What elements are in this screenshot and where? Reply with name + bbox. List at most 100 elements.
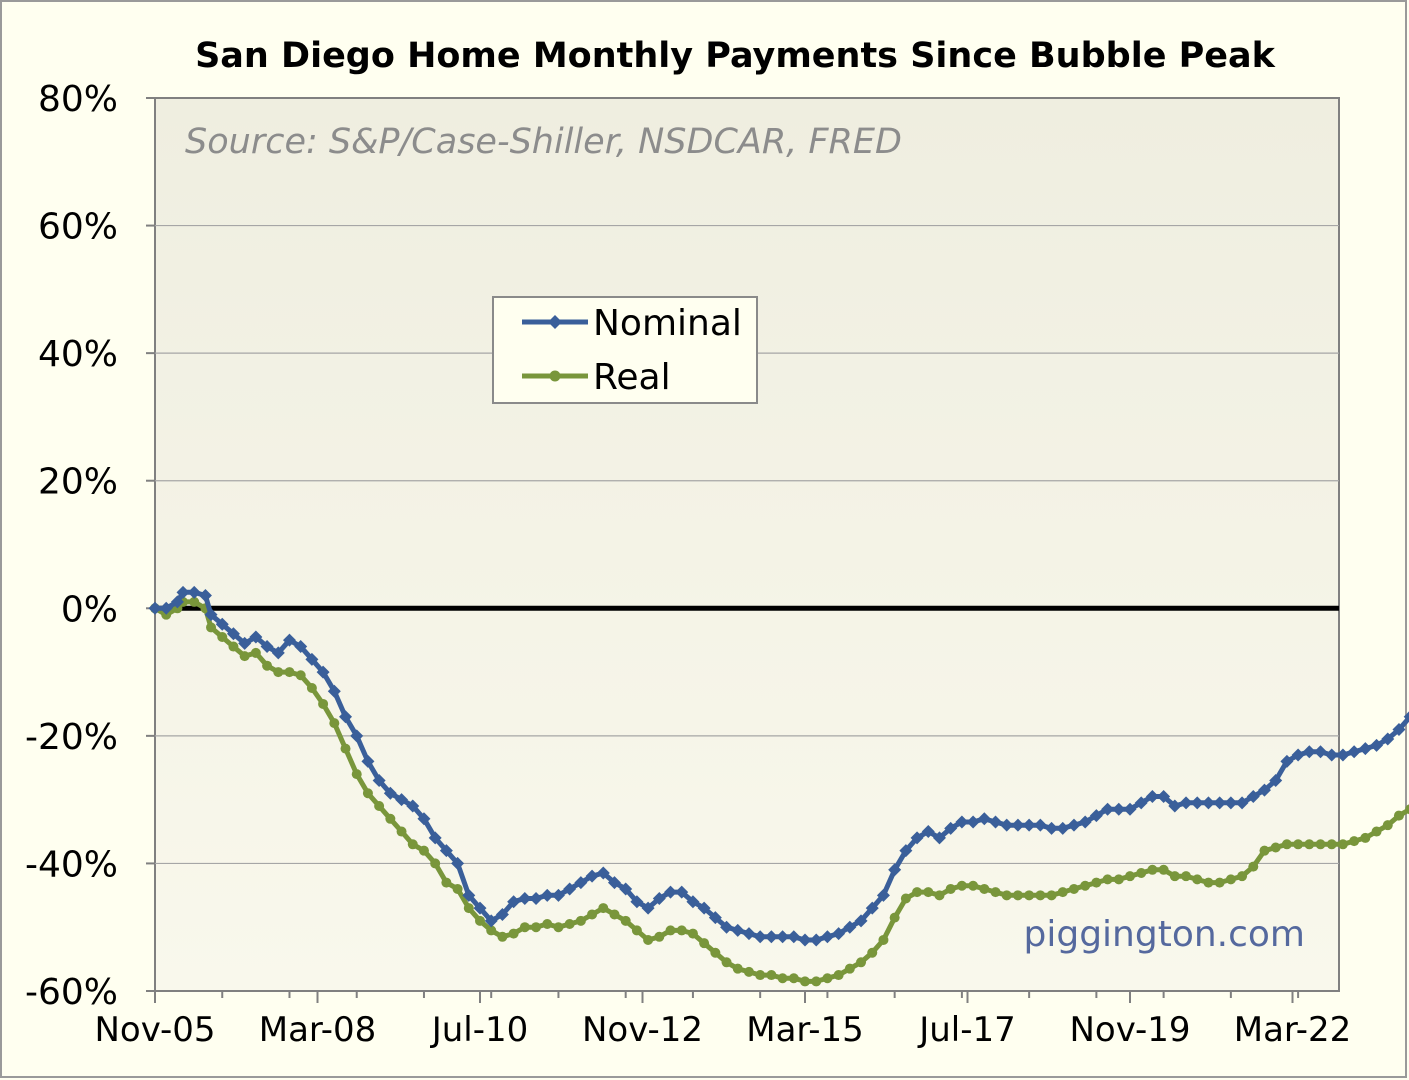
data-point-real <box>1315 839 1326 850</box>
data-point-real <box>710 947 721 958</box>
data-point-real <box>396 826 407 837</box>
data-point-nominal <box>473 901 487 915</box>
data-point-real <box>418 845 429 856</box>
data-point-nominal <box>484 914 498 928</box>
data-point-nominal <box>641 901 655 915</box>
data-point-nominal <box>406 799 420 813</box>
data-point-real <box>1169 871 1180 882</box>
data-point-nominal <box>820 930 834 944</box>
data-point-real <box>643 934 654 945</box>
data-point-nominal <box>753 930 767 944</box>
data-point-nominal <box>720 920 734 934</box>
data-point-nominal <box>238 636 252 650</box>
data-point-real <box>1012 890 1023 901</box>
data-point-nominal <box>832 927 846 941</box>
data-point-real <box>385 813 396 824</box>
data-point-nominal <box>1033 818 1047 832</box>
data-point-real <box>340 743 351 754</box>
data-point-real <box>598 903 609 914</box>
data-point-nominal <box>764 930 778 944</box>
data-point-nominal <box>215 617 229 631</box>
data-point-real <box>228 641 239 652</box>
y-tick-label: -60% <box>25 972 118 1013</box>
data-point-nominal <box>1089 809 1103 823</box>
data-point-nominal <box>170 595 184 609</box>
data-point-real <box>687 928 698 939</box>
data-point-nominal <box>551 888 565 902</box>
data-point-real <box>1068 883 1079 894</box>
data-point-nominal <box>899 844 913 858</box>
data-point-real <box>956 880 967 891</box>
data-point-nominal <box>1336 748 1350 762</box>
data-point-nominal <box>1201 796 1215 810</box>
data-point-nominal <box>439 844 453 858</box>
data-point-nominal <box>619 882 633 896</box>
data-point-nominal <box>843 920 857 934</box>
data-point-real <box>1080 880 1091 891</box>
data-point-nominal <box>865 901 879 915</box>
data-point-real <box>1259 845 1270 856</box>
data-point-real <box>1393 810 1404 821</box>
data-point-nominal <box>664 885 678 899</box>
data-point-real <box>665 925 676 936</box>
data-point-real <box>1237 871 1248 882</box>
data-point-nominal <box>1067 818 1081 832</box>
data-point-real <box>1102 874 1113 885</box>
data-point-nominal <box>1190 796 1204 810</box>
data-point-nominal <box>1314 745 1328 759</box>
data-point-nominal <box>282 633 296 647</box>
data-point-nominal <box>395 793 409 807</box>
data-point-nominal <box>507 895 521 909</box>
data-point-nominal <box>1179 796 1193 810</box>
data-point-nominal <box>350 729 364 743</box>
data-point-nominal <box>305 652 319 666</box>
data-point-real <box>732 963 743 974</box>
data-point-real <box>564 919 575 930</box>
data-point-real <box>844 963 855 974</box>
data-point-nominal <box>955 815 969 829</box>
data-point-nominal <box>888 863 902 877</box>
y-tick-label: 40% <box>38 334 118 375</box>
data-point-real <box>508 928 519 939</box>
data-point-nominal <box>339 710 353 724</box>
data-point-real <box>654 931 665 942</box>
data-point-nominal <box>204 608 218 622</box>
data-point-real <box>1405 804 1409 815</box>
data-point-real <box>755 970 766 981</box>
data-point-nominal <box>383 786 397 800</box>
y-tick-label: 60% <box>38 207 118 248</box>
data-point-real <box>900 893 911 904</box>
data-point-real <box>374 801 385 812</box>
data-point-nominal <box>1123 802 1137 816</box>
data-point-nominal <box>1370 738 1384 752</box>
data-point-nominal <box>176 585 190 599</box>
data-point-nominal <box>1157 789 1171 803</box>
data-point-real <box>1304 839 1315 850</box>
y-tick-label: 80% <box>38 79 118 120</box>
chart-title: San Diego Home Monthly Payments Since Bu… <box>195 36 1276 76</box>
legend-nominal-label: Nominal <box>593 303 742 344</box>
x-tick-label: Mar-08 <box>259 1010 377 1050</box>
data-point-real <box>284 667 295 678</box>
data-point-nominal <box>776 930 790 944</box>
data-point-nominal <box>731 923 745 937</box>
data-point-real <box>912 887 923 898</box>
y-tick-label: -20% <box>25 717 118 758</box>
data-point-real <box>934 890 945 901</box>
data-point-real <box>1225 874 1236 885</box>
data-point-real <box>878 934 889 945</box>
data-point-nominal <box>428 831 442 845</box>
data-point-real <box>676 925 687 936</box>
data-point-nominal <box>742 927 756 941</box>
y-tick-label: 20% <box>38 462 118 503</box>
legend-real-label: Real <box>593 357 671 398</box>
data-point-real <box>1046 890 1057 901</box>
data-point-nominal <box>787 930 801 944</box>
data-point-nominal <box>921 825 935 839</box>
data-point-real <box>1337 839 1348 850</box>
data-point-real <box>766 970 777 981</box>
data-point-real <box>531 922 542 933</box>
data-point-nominal <box>159 601 173 615</box>
data-point-nominal <box>1145 789 1159 803</box>
